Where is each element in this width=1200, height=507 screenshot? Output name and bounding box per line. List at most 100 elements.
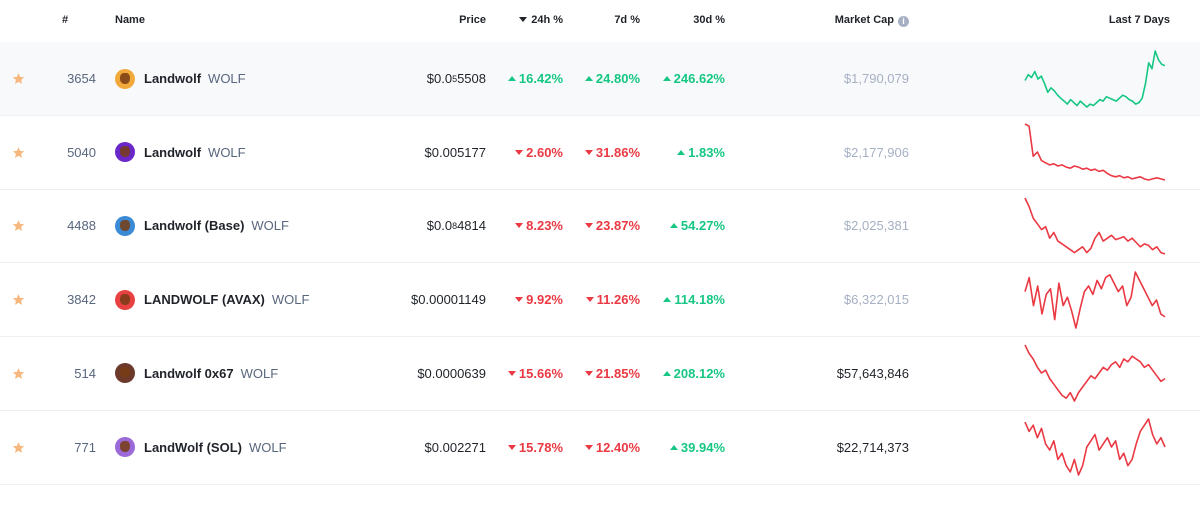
watchlist-star-icon[interactable] bbox=[10, 411, 26, 484]
sparkline-chart[interactable] bbox=[1020, 42, 1170, 115]
header-name[interactable]: Name bbox=[115, 14, 145, 26]
sparkline-chart[interactable] bbox=[1020, 189, 1170, 262]
coin-symbol: WOLF bbox=[208, 144, 246, 160]
info-icon[interactable]: i bbox=[898, 16, 909, 27]
caret-up-icon bbox=[507, 76, 516, 81]
caret-up-icon bbox=[663, 297, 672, 303]
caret-down-icon bbox=[584, 370, 593, 376]
market-cap: $1,790,079 bbox=[843, 71, 909, 86]
watchlist-star-icon[interactable] bbox=[10, 116, 26, 189]
watchlist-star-icon[interactable] bbox=[10, 189, 26, 262]
coin-logo-icon bbox=[115, 68, 135, 89]
change-change_7d: 12.40% bbox=[584, 411, 640, 484]
caret-up-icon bbox=[662, 76, 671, 81]
sparkline-svg bbox=[1024, 197, 1166, 255]
table-row[interactable]: 771 LandWolf (SOL) WOLF $0.002271 15.78%… bbox=[0, 411, 1200, 485]
market-cap: $57,643,846 bbox=[836, 365, 909, 381]
caret-down-icon bbox=[584, 444, 593, 450]
sparkline-svg bbox=[1024, 344, 1166, 403]
change-change_24h: 9.92% bbox=[515, 263, 563, 336]
caret-down-icon bbox=[515, 223, 524, 229]
caret-down-icon bbox=[515, 149, 524, 155]
coin-name-cell[interactable]: Landwolf (Base) WOLF bbox=[115, 189, 289, 262]
change-change_24h: 15.78% bbox=[507, 411, 563, 484]
table-row[interactable]: 4488 Landwolf (Base) WOLF $0.0 8 4814 8.23… bbox=[0, 189, 1200, 264]
caret-down-icon bbox=[507, 444, 516, 450]
market-cap: $22,714,373 bbox=[836, 439, 909, 455]
change-change_30d: 54.27% bbox=[669, 189, 725, 262]
sparkline-chart[interactable] bbox=[1020, 411, 1170, 484]
coin-symbol: WOLF bbox=[240, 365, 279, 381]
caret-down-icon bbox=[519, 17, 528, 22]
sparkline-svg bbox=[1024, 123, 1166, 181]
coin-logo-icon bbox=[115, 142, 135, 163]
header-rank[interactable]: # bbox=[62, 14, 69, 26]
table-header: # Name Price 24h % 7d % 30d % Market Cap… bbox=[0, 0, 1200, 43]
coin-name-cell[interactable]: Landwolf WOLF bbox=[115, 116, 246, 189]
caret-down-icon bbox=[584, 223, 593, 229]
coin-logo-icon bbox=[115, 289, 135, 310]
price: $0.00001149 bbox=[411, 292, 486, 308]
coin-name[interactable]: LANDWOLF (AVAX) bbox=[144, 292, 265, 308]
price: $0.0 8 4814 bbox=[426, 218, 486, 234]
market-cap: $2,177,906 bbox=[843, 144, 909, 160]
header-24h[interactable]: 24h % bbox=[519, 14, 563, 26]
change-change_30d: 246.62% bbox=[662, 42, 725, 115]
sparkline-line bbox=[1024, 270, 1166, 329]
caret-up-icon bbox=[669, 223, 678, 229]
watchlist-star-icon[interactable] bbox=[10, 263, 26, 336]
coin-name[interactable]: Landwolf bbox=[144, 144, 202, 160]
watchlist-star-icon[interactable] bbox=[10, 42, 26, 115]
coin-name-cell[interactable]: Landwolf 0x67 WOLF bbox=[115, 337, 278, 410]
change-change_30d: 1.83% bbox=[677, 116, 725, 189]
sparkline-line bbox=[1024, 49, 1166, 108]
coin-name[interactable]: Landwolf bbox=[144, 71, 202, 86]
header-30d[interactable]: 30d % bbox=[693, 14, 725, 26]
price: $0.005177 bbox=[424, 144, 486, 160]
coin-name[interactable]: Landwolf 0x67 bbox=[144, 365, 234, 381]
coin-name-cell[interactable]: LANDWOLF (AVAX) WOLF bbox=[115, 263, 309, 336]
caret-up-icon bbox=[584, 76, 593, 81]
market-cap: $2,025,381 bbox=[843, 218, 909, 234]
price: $0.0000639 bbox=[417, 365, 486, 381]
rank: 771 bbox=[74, 439, 96, 455]
sparkline-line bbox=[1024, 197, 1166, 255]
rank: 5040 bbox=[67, 144, 96, 160]
coin-logo-icon bbox=[115, 437, 135, 457]
header-market-cap[interactable]: Market Cap i bbox=[835, 14, 909, 27]
caret-down-icon bbox=[507, 370, 516, 376]
header-price[interactable]: Price bbox=[459, 14, 486, 26]
coin-name-cell[interactable]: LandWolf (SOL) WOLF bbox=[115, 411, 287, 484]
change-change_7d: 11.26% bbox=[585, 263, 640, 336]
rank: 3654 bbox=[67, 71, 96, 86]
header-7d[interactable]: 7d % bbox=[614, 14, 640, 26]
change-change_7d: 24.80% bbox=[584, 42, 640, 115]
table-row[interactable]: 514 Landwolf 0x67 WOLF $0.0000639 15.66%… bbox=[0, 337, 1200, 411]
caret-up-icon bbox=[669, 444, 678, 450]
coin-symbol: WOLF bbox=[271, 292, 310, 308]
price: $0.0 5 5508 bbox=[426, 71, 486, 86]
coin-symbol: WOLF bbox=[248, 439, 287, 455]
sparkline-chart[interactable] bbox=[1020, 263, 1170, 336]
caret-down-icon bbox=[584, 149, 593, 155]
coin-name[interactable]: Landwolf (Base) bbox=[144, 218, 245, 234]
change-change_24h: 2.60% bbox=[515, 116, 563, 189]
sparkline-svg bbox=[1024, 270, 1166, 329]
sparkline-chart[interactable] bbox=[1020, 337, 1170, 410]
change-change_24h: 16.42% bbox=[507, 42, 563, 115]
coin-name-cell[interactable]: Landwolf WOLF bbox=[115, 42, 246, 115]
change-change_24h: 8.23% bbox=[515, 189, 563, 262]
coin-name[interactable]: LandWolf (SOL) bbox=[144, 439, 242, 455]
watchlist-star-icon[interactable] bbox=[10, 337, 26, 410]
table-row[interactable]: 3654 Landwolf WOLF $0.0 5 5508 16.42% 24.8… bbox=[0, 42, 1200, 116]
sparkline-line bbox=[1024, 123, 1166, 181]
rank: 4488 bbox=[67, 218, 96, 234]
table-row[interactable]: 3842 LANDWOLF (AVAX) WOLF $0.00001149 9.… bbox=[0, 263, 1200, 338]
sparkline-svg bbox=[1024, 49, 1166, 108]
coin-logo-icon bbox=[115, 363, 135, 384]
sparkline-chart[interactable] bbox=[1020, 116, 1170, 189]
header-last-7-days: Last 7 Days bbox=[1108, 14, 1170, 26]
caret-down-icon bbox=[515, 297, 524, 303]
table-row[interactable]: 5040 Landwolf WOLF $0.005177 2.60% 31.86… bbox=[0, 116, 1200, 190]
